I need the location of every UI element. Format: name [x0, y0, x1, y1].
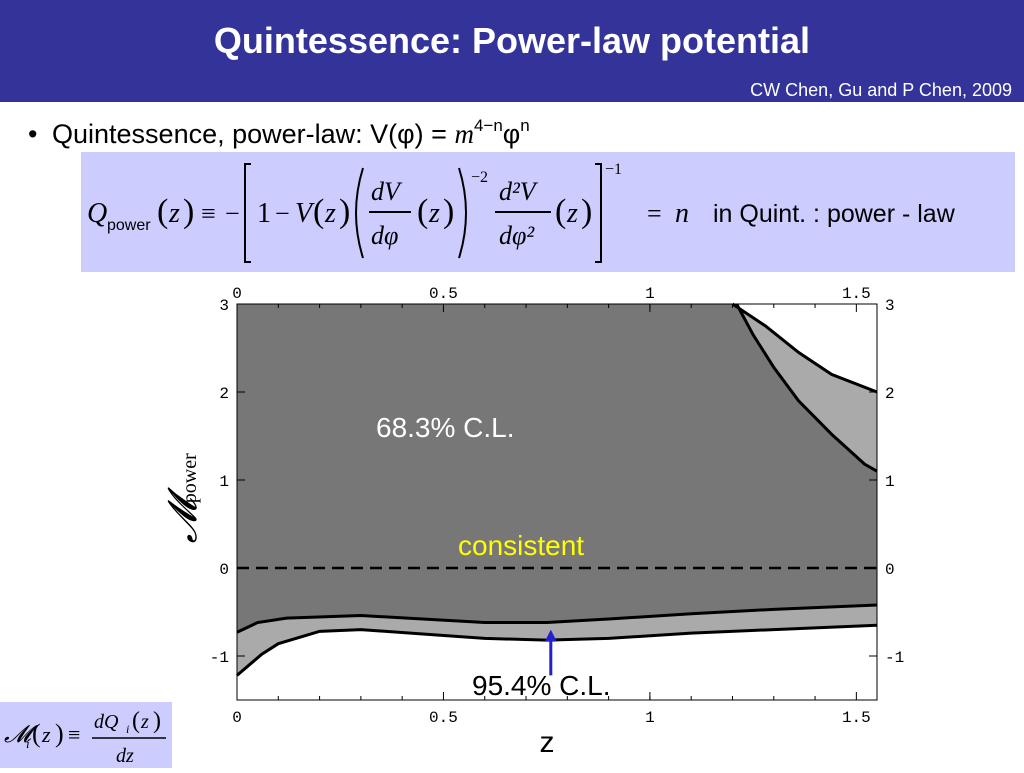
y-tick-label-right-4: -1	[885, 649, 904, 667]
eq-minus-1: −	[225, 199, 240, 228]
def-numerator: dQ	[94, 711, 119, 733]
eq-paren-close-3: )	[443, 193, 454, 230]
eq-paren-close-2: )	[339, 193, 350, 230]
eq-q: Q	[87, 198, 107, 229]
def-equiv: ≡	[68, 722, 80, 747]
y-tick-label-left-2: 1	[219, 473, 229, 491]
eq-paren-open-1: (	[157, 193, 168, 230]
label-consistent: consistent	[458, 530, 585, 561]
def-num-paren-close: )	[153, 708, 161, 734]
def-denominator: dz	[116, 745, 134, 767]
def-num-i: i	[126, 722, 129, 736]
eq-paren-close-4: )	[581, 193, 592, 230]
x-tick-label-bottom-1: 0.5	[429, 709, 458, 727]
curve-68-upper	[735, 303, 878, 473]
eq-paren-open-2: (	[313, 193, 324, 230]
eq-equiv: ≡	[201, 199, 216, 228]
x-tick-label-bottom-0: 0	[232, 709, 242, 727]
bullet-icon: •	[28, 119, 38, 149]
x-axis-label: z	[540, 726, 555, 759]
y-tick-label-right-1: 2	[885, 385, 895, 403]
slide-credit: CW Chen, Gu and P Chen, 2009	[750, 80, 1012, 100]
equation-formula: Q power ( z ) ≡ − 1 − V ( z ) dV dφ ( z …	[87, 161, 956, 263]
eq-d2v: d²V	[499, 177, 539, 206]
curve-95-upper	[731, 302, 878, 394]
eq-q-sub: power	[107, 217, 151, 234]
bullet-eq: ) =	[414, 119, 455, 149]
eq-rhs-equals: =	[647, 199, 662, 228]
eq-bracket-right	[595, 163, 602, 263]
eq-rhs-text: in Quint. : power - law	[713, 200, 956, 228]
curve-68-lower	[236, 603, 878, 634]
eq-v: V	[295, 198, 315, 229]
def-num-z: z	[140, 711, 149, 733]
y-tick-label-left-0: 3	[219, 297, 229, 315]
eq-bracket-left	[244, 163, 251, 263]
y-axis-label-sub: power	[179, 453, 201, 503]
def-paren-close: )	[55, 719, 64, 748]
eq-paren-open-3: (	[417, 193, 428, 230]
def-z: z	[41, 722, 51, 747]
eq-paren-open-4: (	[555, 193, 566, 230]
equation-box: Q power ( z ) ≡ − 1 − V ( z ) dV dφ ( z …	[81, 152, 1015, 272]
definition-formula: 𝓜 i ( z ) ≡ dQ i ( z ) dz	[4, 708, 166, 767]
label-68-cl: 68.3% C.L.	[376, 412, 515, 443]
y-tick-label-left-1: 2	[219, 385, 229, 403]
title-bar: Quintessence: Power-law potential CW Che…	[0, 0, 1024, 102]
arrow-head-icon	[544, 629, 557, 642]
definition-box: 𝓜 i ( z ) ≡ dQ i ( z ) dz	[0, 702, 172, 768]
eq-dphi2: dφ²	[499, 221, 535, 250]
eq-z-4: z	[566, 198, 578, 229]
x-tick-label-bottom-2: 1	[645, 709, 655, 727]
bullet-m: m	[454, 119, 474, 149]
curve-95-lower	[236, 623, 878, 677]
y-tick-label-right-0: 3	[885, 297, 895, 315]
y-tick-label-left-4: -1	[210, 649, 229, 667]
eq-dphi: dφ	[371, 221, 398, 250]
bullet-line: • Quintessence, power-law: V(φ) = m4−nφn	[28, 116, 530, 150]
x-tick-label-top-1: 0.5	[429, 285, 458, 303]
eq-n: n	[675, 198, 689, 229]
y-tick-label-right-2: 1	[885, 473, 895, 491]
label-95-cl: 95.4% C.L.	[472, 670, 611, 701]
region-68-cl	[237, 304, 877, 633]
bullet-exp1: 4−n	[473, 116, 503, 135]
eq-exp-neg1: −1	[605, 161, 622, 178]
eq-one: 1	[257, 198, 271, 229]
x-tick-label-bottom-3: 1.5	[842, 709, 871, 727]
slide-title: Quintessence: Power-law potential	[213, 20, 811, 61]
eq-z-2: z	[324, 198, 336, 229]
y-tick-label-left-3: 0	[219, 561, 229, 579]
def-num-paren-open: (	[132, 708, 140, 734]
eq-z-1: z	[168, 198, 180, 229]
bullet-phi: φ	[397, 119, 415, 149]
bullet-exp2: n	[520, 116, 530, 135]
eq-bigparen-right	[458, 167, 467, 259]
plot-frame	[236, 303, 878, 701]
eq-z-3: z	[428, 198, 440, 229]
def-i: i	[26, 736, 30, 751]
eq-exp-neg2: −2	[471, 169, 488, 186]
x-tick-label-top-0: 0	[232, 285, 242, 303]
bullet-phi2: φ	[502, 119, 521, 149]
eq-minus-2: −	[275, 199, 290, 228]
def-paren-open: (	[32, 719, 41, 748]
x-tick-label-top-3: 1.5	[842, 285, 871, 303]
x-tick-label-top-2: 1	[645, 285, 655, 303]
eq-bigparen-left	[355, 167, 364, 259]
bullet-text: Quintessence, power-law: V(	[52, 119, 398, 149]
y-tick-label-right-3: 0	[885, 561, 895, 579]
eq-dv: dV	[371, 177, 403, 206]
eq-paren-close-1: )	[183, 193, 194, 230]
